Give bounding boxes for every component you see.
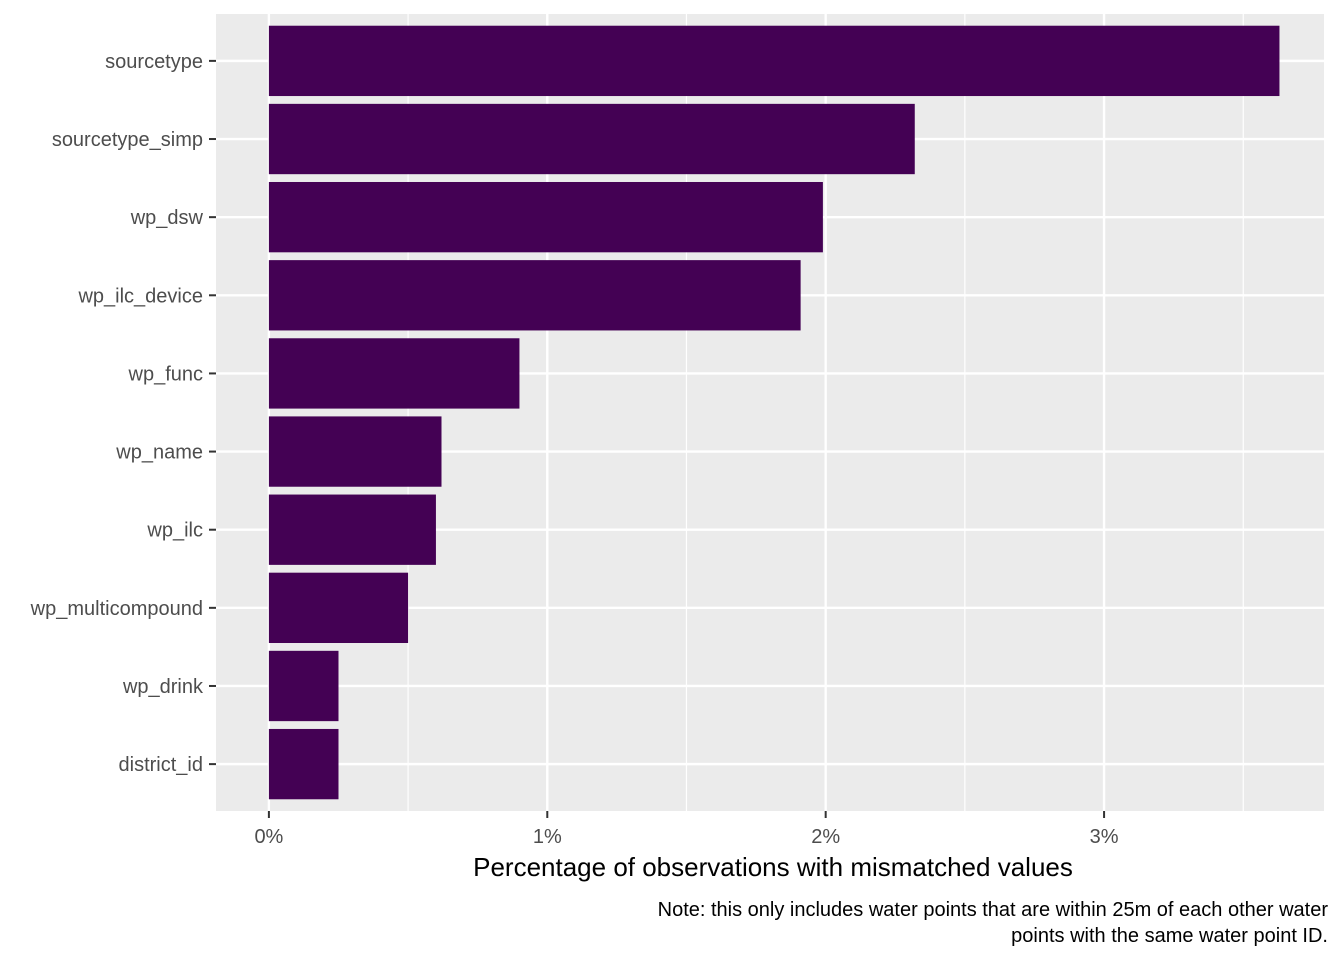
y-tick-label: wp_ilc_device bbox=[77, 285, 203, 307]
bar-wp_ilc_device bbox=[268, 260, 801, 331]
bar-wp_ilc bbox=[268, 494, 436, 565]
bar-wp_func bbox=[268, 338, 520, 409]
bars bbox=[268, 25, 1280, 800]
bar-sourcetype_simp bbox=[268, 103, 915, 175]
x-axis: 0% 1% 2% 3% bbox=[254, 811, 1119, 848]
y-tick-label: wp_dsw bbox=[130, 207, 204, 229]
x-tick-label: 3% bbox=[1090, 826, 1119, 848]
y-axis: sourcetype sourcetype_simp wp_dsw wp_ilc_de… bbox=[30, 51, 216, 776]
y-tick-label: wp_func bbox=[128, 363, 204, 385]
bar-wp_multicompound bbox=[268, 572, 409, 644]
x-axis-title: Percentage of observations with mismatch… bbox=[473, 852, 1073, 882]
y-tick-label: district_id bbox=[119, 754, 203, 776]
y-tick-label: wp_multicompound bbox=[30, 598, 203, 620]
bar-wp_drink bbox=[268, 650, 339, 722]
y-tick-label: sourcetype_simp bbox=[52, 129, 203, 151]
y-tick-label: wp_ilc bbox=[146, 520, 203, 542]
y-tick-label: wp_drink bbox=[122, 676, 204, 698]
bar-district_id bbox=[268, 728, 339, 800]
bar-wp_dsw bbox=[268, 181, 823, 253]
caption-line-1: Note: this only includes water points th… bbox=[658, 899, 1329, 921]
x-tick-label: 0% bbox=[254, 826, 283, 848]
bar-sourcetype bbox=[268, 25, 1280, 97]
caption-line-2: points with the same water point ID. bbox=[1011, 925, 1328, 947]
x-tick-label: 2% bbox=[811, 826, 840, 848]
x-tick-label: 1% bbox=[533, 826, 562, 848]
bar-wp_name bbox=[268, 416, 442, 487]
y-tick-label: wp_name bbox=[115, 442, 203, 464]
y-tick-label: sourcetype bbox=[105, 51, 203, 73]
